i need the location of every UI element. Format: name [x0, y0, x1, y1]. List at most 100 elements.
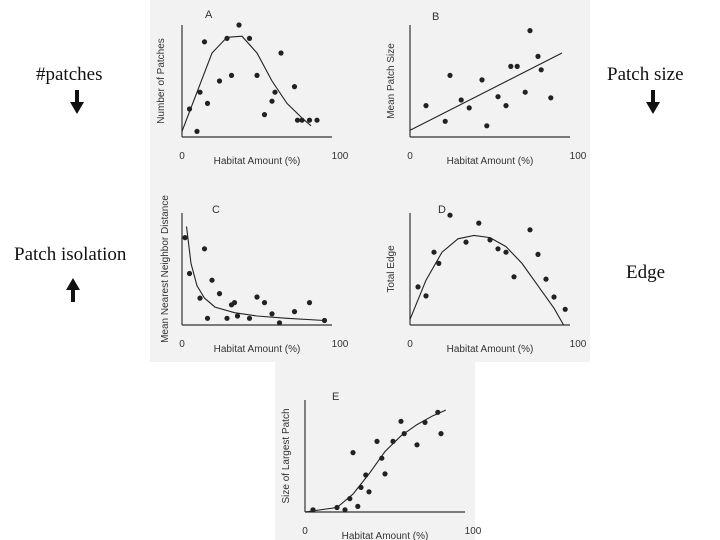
data-point [299, 117, 305, 123]
data-point [514, 63, 520, 69]
data-point [479, 77, 485, 83]
fit-curve [185, 226, 325, 322]
y-axis-title: Mean Patch Size [386, 43, 397, 119]
x-tick-label: 0 [179, 151, 185, 162]
fit-curve [409, 234, 565, 326]
data-point [278, 50, 284, 56]
data-point [535, 251, 541, 257]
data-point [269, 311, 275, 317]
data-point [422, 419, 428, 425]
data-point [476, 220, 482, 226]
data-point [379, 455, 385, 461]
data-point [347, 496, 353, 502]
data-point [548, 95, 554, 101]
data-point [463, 239, 469, 245]
data-point [447, 72, 453, 78]
arrow-down-icon [70, 90, 84, 114]
data-point [527, 227, 533, 233]
label-patch-size: Patch size [607, 64, 684, 85]
data-point [435, 409, 441, 415]
data-point [197, 295, 203, 301]
data-point [398, 418, 404, 424]
scan-background-bottom [275, 362, 475, 540]
data-point [246, 35, 253, 42]
x-tick-label: 0 [179, 339, 185, 350]
x-tick-label: 0 [407, 151, 413, 162]
data-point [201, 246, 208, 252]
data-point [272, 89, 278, 95]
x-axis-title: Habitat Amount (%) [447, 156, 534, 167]
y-axis-title: Total Edge [386, 245, 397, 293]
chart-panel-a: A 0 100 Habitat Amount (%) Number of Patches [156, 9, 349, 167]
data-point [390, 438, 396, 444]
arrow-up-icon [66, 278, 80, 302]
data-point [562, 306, 568, 312]
y-axis-title: Number of Patches [156, 38, 167, 124]
data-point [182, 235, 188, 241]
data-point [321, 317, 328, 324]
data-point [438, 431, 444, 437]
data-point [234, 313, 241, 319]
panel-letter: B [432, 11, 439, 23]
data-point [216, 291, 223, 297]
data-point [415, 284, 421, 290]
data-point [436, 260, 442, 266]
data-point [466, 105, 472, 111]
data-point [254, 294, 260, 300]
data-point [209, 277, 215, 283]
scan-background [150, 0, 590, 362]
data-point [201, 39, 208, 45]
data-point [186, 270, 193, 277]
data-point [224, 35, 230, 42]
data-point [442, 118, 448, 124]
data-point [423, 293, 429, 299]
x-tick-label: 100 [332, 339, 349, 350]
data-point [484, 123, 490, 129]
data-point [276, 320, 283, 326]
data-point [231, 300, 238, 306]
x-tick-label: 100 [332, 151, 349, 162]
data-point [535, 53, 541, 60]
x-axis-title: Habitat Amount (%) [447, 344, 534, 355]
x-axis-title: Habitat Amount (%) [214, 156, 301, 167]
data-point [382, 471, 388, 477]
label-edge: Edge [626, 262, 666, 283]
data-point [511, 274, 517, 280]
x-tick-label: 0 [407, 339, 413, 350]
data-point [551, 294, 557, 300]
data-point [306, 117, 313, 123]
data-point [246, 315, 253, 321]
panel-letter: E [332, 391, 339, 403]
x-axis-title: Habitat Amount (%) [214, 344, 301, 355]
label-patch-isolation: Patch isolation [14, 244, 127, 265]
data-point [414, 442, 420, 448]
data-point [350, 450, 356, 456]
label-patches: #patches [36, 64, 103, 85]
data-point [508, 63, 514, 69]
data-point [261, 300, 268, 306]
panel-letter: A [205, 9, 213, 21]
data-point [310, 507, 316, 513]
data-point [355, 503, 361, 509]
data-point [334, 504, 340, 511]
panel-letter: C [212, 204, 220, 216]
chart-panel-c: C 0 100 Habitat Amount (%) Mean Nearest Neig… [160, 195, 349, 355]
y-axis-title: Mean Nearest Neighbor Distance [160, 195, 171, 343]
data-point [538, 67, 544, 73]
data-point [261, 112, 268, 118]
data-point [487, 237, 493, 243]
data-point [204, 315, 211, 321]
data-point [291, 309, 298, 315]
x-tick-label: 0 [302, 526, 308, 537]
data-point [291, 84, 298, 90]
data-point [401, 431, 407, 437]
x-axis-title: Habitat Amount (%) [342, 531, 429, 540]
chart-panel-b: B 0 100 Habitat Amount (%) Mean Patch Size [386, 11, 587, 167]
data-point [522, 89, 528, 95]
data-point [204, 100, 211, 106]
data-point [194, 128, 200, 134]
data-point [503, 103, 509, 109]
data-point [236, 22, 242, 28]
arrow-down-icon [646, 90, 660, 114]
data-point [342, 507, 348, 513]
